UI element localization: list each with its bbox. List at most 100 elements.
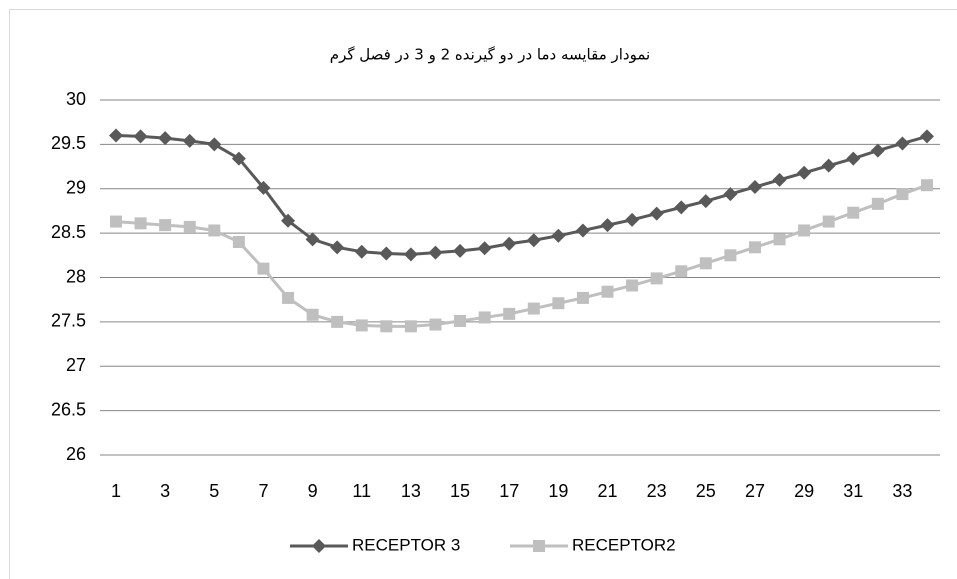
series-line	[115, 134, 928, 256]
x-tick-label: 11	[352, 481, 371, 501]
data-point	[847, 206, 860, 219]
data-point	[355, 319, 368, 332]
x-tick-label: 31	[843, 481, 863, 501]
data-point	[626, 279, 639, 292]
data-point	[724, 249, 737, 262]
data-point	[896, 188, 909, 201]
x-tick-label: 27	[745, 481, 765, 501]
data-point	[552, 297, 565, 310]
x-tick-label: 3	[160, 481, 170, 501]
x-tick-label: 15	[450, 481, 470, 501]
data-point	[575, 223, 590, 238]
data-point	[109, 128, 123, 143]
data-point	[428, 245, 443, 260]
data-point	[231, 151, 246, 166]
data-point	[208, 224, 221, 237]
y-tick-label: 29.5	[51, 133, 86, 153]
x-tick-label: 23	[647, 481, 667, 501]
legend-label: RECEPTOR2	[572, 535, 676, 554]
data-point	[306, 308, 319, 321]
data-point	[354, 244, 369, 259]
data-point	[675, 265, 688, 278]
data-point	[183, 220, 196, 233]
data-point	[281, 213, 296, 228]
series-line	[115, 183, 928, 328]
data-point	[478, 311, 491, 324]
data-point	[821, 158, 836, 173]
data-point	[551, 228, 566, 243]
y-tick-label: 29	[66, 178, 86, 198]
data-point	[305, 232, 320, 247]
data-point	[404, 320, 417, 333]
data-point	[282, 291, 295, 304]
x-tick-label: 13	[401, 481, 421, 501]
y-tick-label: 27.5	[51, 311, 86, 331]
x-tick-label: 17	[499, 481, 519, 501]
chart-title: نمودار مقایسه دما در دو گیرنده 2 و 3 در …	[330, 46, 650, 64]
x-tick-label: 29	[794, 481, 814, 501]
x-tick-label: 1	[111, 481, 121, 501]
y-tick-label: 27	[66, 355, 86, 375]
x-tick-label: 19	[548, 481, 568, 501]
data-point	[576, 291, 589, 304]
data-point	[207, 137, 222, 152]
x-tick-label: 21	[597, 481, 617, 501]
x-tick-label: 25	[696, 481, 716, 501]
data-point	[674, 200, 689, 215]
data-point	[379, 246, 394, 261]
data-point	[330, 240, 345, 255]
data-point	[920, 129, 934, 144]
data-point	[256, 180, 271, 195]
legend-label: RECEPTOR 3	[352, 535, 460, 554]
data-point	[380, 320, 393, 333]
x-tick-label: 7	[258, 481, 268, 501]
data-point	[429, 318, 442, 331]
data-point	[257, 262, 270, 275]
data-point	[822, 215, 835, 228]
data-point	[748, 241, 761, 254]
data-point	[747, 179, 762, 194]
data-point	[772, 172, 787, 187]
data-point	[454, 314, 467, 327]
data-point	[502, 236, 517, 251]
data-point	[650, 272, 663, 285]
data-point	[698, 194, 713, 209]
data-point	[601, 285, 614, 298]
data-point	[871, 197, 884, 210]
data-point	[526, 233, 541, 248]
data-point	[503, 307, 516, 320]
data-point	[895, 136, 910, 151]
y-tick-label: 28.5	[51, 222, 86, 242]
data-point	[625, 212, 640, 227]
data-point	[110, 215, 122, 228]
data-point	[477, 241, 492, 256]
data-point	[723, 187, 738, 202]
data-point	[134, 217, 147, 230]
y-tick-label: 28	[66, 266, 86, 286]
legend-marker	[312, 539, 326, 553]
legend-marker	[533, 540, 545, 552]
data-point	[159, 219, 172, 232]
chart-frame	[9, 9, 957, 579]
x-tick-label: 5	[209, 481, 219, 501]
data-point	[649, 206, 664, 221]
data-point	[798, 224, 811, 237]
data-point	[182, 133, 197, 148]
data-point	[699, 257, 712, 270]
data-point	[870, 143, 885, 158]
data-point	[846, 151, 861, 166]
data-point	[133, 129, 148, 144]
data-point	[403, 247, 418, 262]
y-tick-label: 26.5	[51, 399, 86, 419]
data-point	[921, 179, 933, 192]
y-tick-label: 26	[66, 444, 86, 464]
data-point	[797, 165, 812, 180]
x-tick-label: 33	[892, 481, 912, 501]
data-point	[453, 243, 468, 258]
data-point	[600, 218, 615, 233]
data-point	[232, 236, 245, 248]
data-point	[527, 302, 540, 315]
x-tick-label: 9	[308, 481, 318, 501]
data-point	[331, 315, 344, 328]
